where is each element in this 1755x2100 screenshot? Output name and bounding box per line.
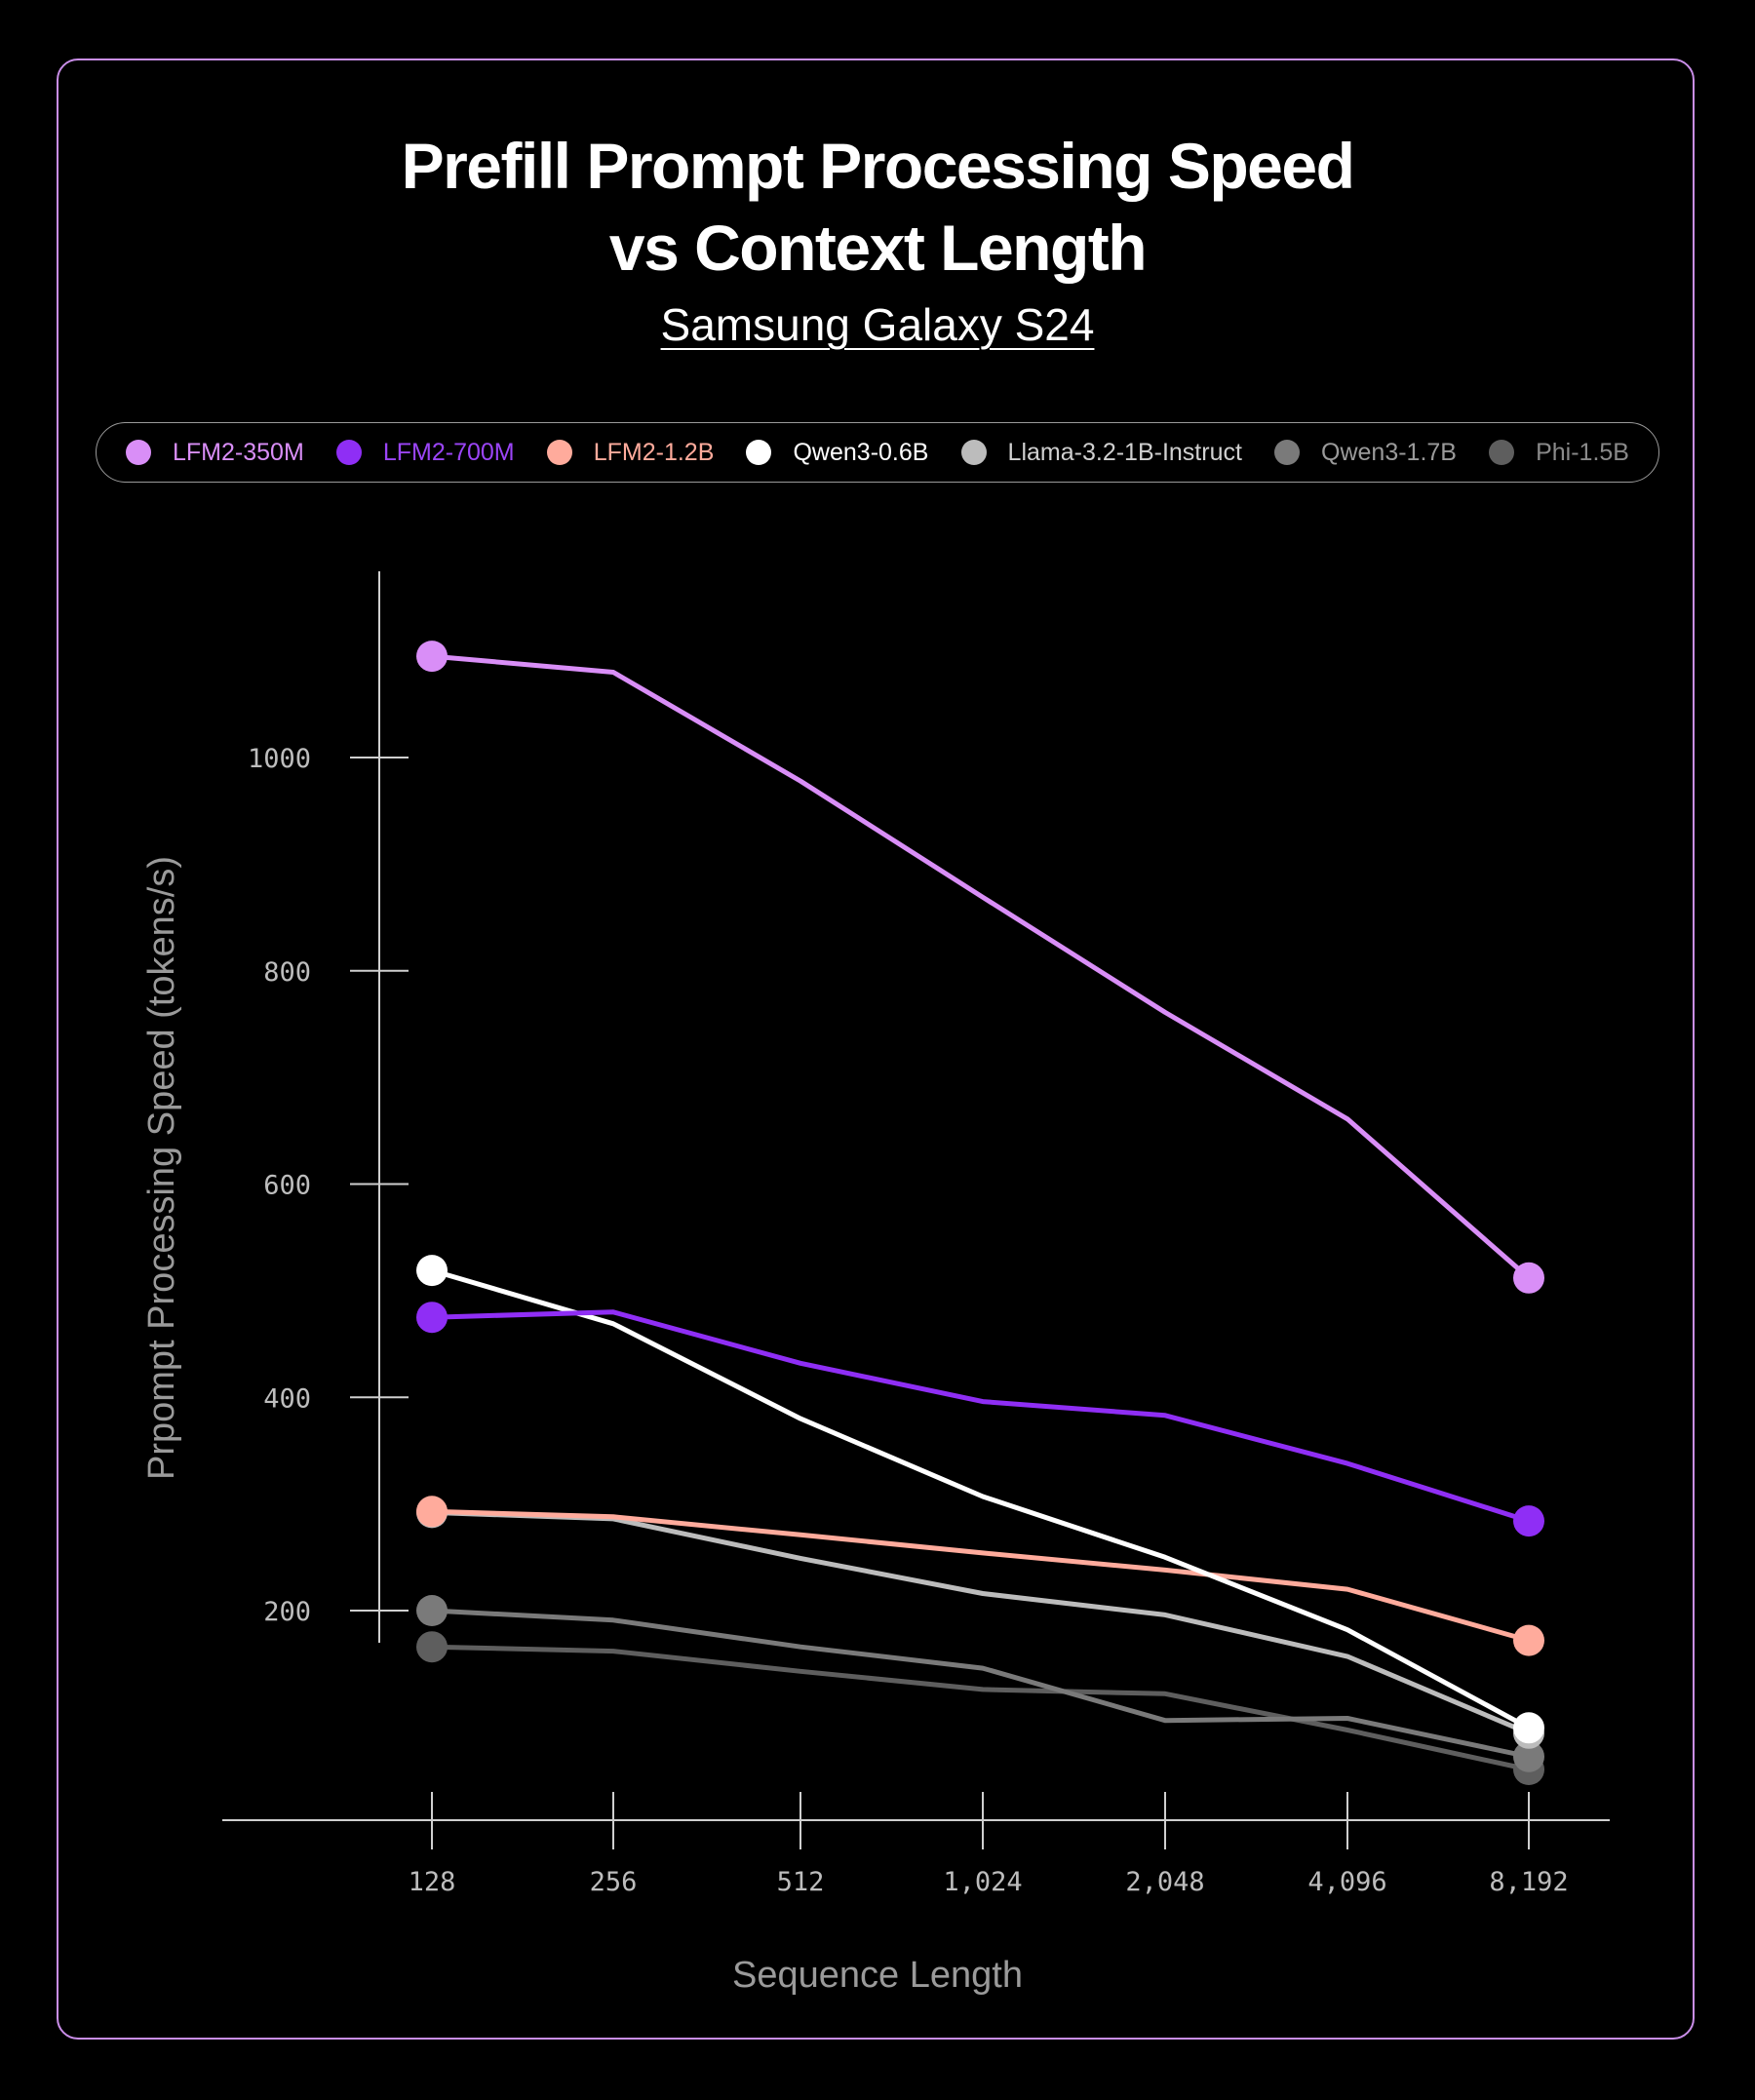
x-tick-label: 128	[409, 1867, 456, 1897]
title-line-2: vs Context Length	[608, 212, 1148, 284]
legend-label: LFM2-350M	[173, 438, 304, 466]
legend-item-phi-1-5b: Phi-1.5B	[1489, 439, 1629, 467]
y-tick-label: 1000	[248, 744, 311, 774]
y-tick-label: 600	[263, 1171, 311, 1201]
series-line-lfm2-1-2b	[429, 1508, 1532, 1644]
legend-label: Llama-3.2-1B-Instruct	[1007, 438, 1242, 466]
data-point-qwen3-0-6b	[416, 1255, 448, 1287]
x-tick-label: 8,192	[1489, 1867, 1568, 1897]
series-line-qwen3-0-6b	[429, 1267, 1532, 1731]
legend-dot	[1489, 440, 1515, 465]
data-point-lfm2-350m	[416, 641, 448, 673]
series-line-qwen3-1-7b	[429, 1608, 1532, 1760]
series-line-lfm2-700m	[429, 1309, 1532, 1524]
data-point-phi-1-5b	[416, 1631, 448, 1663]
data-point-lfm2-700m	[1513, 1505, 1544, 1537]
data-point-qwen3-1-7b	[1513, 1740, 1544, 1772]
data-point-lfm2-700m	[416, 1302, 448, 1334]
legend-dot	[546, 440, 572, 465]
y-tick-label: 400	[263, 1383, 311, 1414]
legend-item-qwen3-1-7b: Qwen3-1.7B	[1274, 439, 1457, 467]
legend-dot	[746, 440, 772, 465]
y-tick-label: 200	[263, 1597, 311, 1627]
title-line-1: Prefill Prompt Processing Speed	[401, 130, 1355, 202]
legend-dot	[1274, 440, 1301, 465]
y-tick-label: 800	[263, 957, 311, 988]
chart-card	[57, 58, 1695, 2040]
legend-label: LFM2-700M	[382, 438, 515, 466]
legend-item-lfm2-350m: LFM2-350M	[126, 439, 304, 467]
x-tick-label: 4,096	[1307, 1867, 1386, 1897]
data-point-lfm2-350m	[1513, 1262, 1544, 1294]
data-point-lfm2-1-2b	[416, 1496, 448, 1528]
chart-title: Prefill Prompt Processing Speed vs Conte…	[0, 125, 1755, 289]
x-axis-title: Sequence Length	[732, 1955, 1023, 1996]
legend: LFM2-350M LFM2-700M LFM2-1.2B Qwen3-0.6B Lla…	[96, 422, 1659, 483]
legend-item-lfm2-1-2b: LFM2-1.2B	[546, 438, 715, 467]
y-axis-title: Prpompt Processing Speed (tokens/s)	[141, 856, 182, 1480]
data-point-lfm2-1-2b	[1513, 1624, 1544, 1656]
legend-dot	[960, 440, 987, 465]
legend-dot	[126, 440, 151, 465]
legend-label: Phi-1.5B	[1536, 438, 1629, 466]
series-line-phi-1-5b	[429, 1644, 1532, 1772]
legend-dot	[335, 440, 362, 465]
series-line-lfm2-350m	[429, 653, 1532, 1281]
data-point-qwen3-0-6b	[1513, 1712, 1544, 1744]
chart-subtitle: Samsung Galaxy S24	[660, 299, 1095, 350]
legend-item-lfm2-700m: LFM2-700M	[335, 438, 515, 467]
data-point-qwen3-1-7b	[416, 1595, 448, 1626]
series-line-llama-3-2-1b-instruct	[429, 1509, 1532, 1736]
legend-label: Qwen3-1.7B	[1321, 438, 1457, 466]
x-tick-label: 512	[777, 1867, 825, 1897]
x-tick-label: 1,024	[943, 1867, 1022, 1897]
legend-label: LFM2-1.2B	[593, 438, 715, 466]
legend-item-llama-3-2-1b-instruct: Llama-3.2-1B-Instruct	[960, 438, 1242, 467]
legend-item-qwen3-0-6b: Qwen3-0.6B	[746, 439, 928, 467]
x-tick-label: 2,048	[1125, 1867, 1204, 1897]
legend-label: Qwen3-0.6B	[793, 438, 929, 466]
x-tick-label: 256	[590, 1867, 638, 1897]
